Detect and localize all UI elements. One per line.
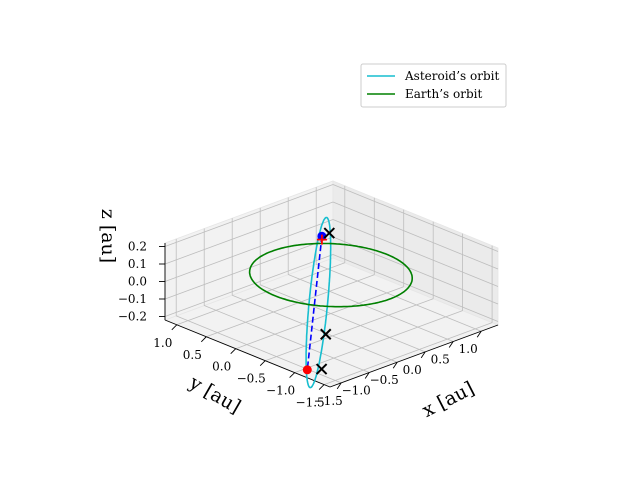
grid-line-z — [332, 184, 499, 252]
x-tick-label: −0.5 — [370, 373, 399, 387]
grid-line-z — [164, 201, 334, 265]
dot-marker — [302, 365, 312, 375]
y-tick — [200, 336, 207, 343]
tick-labels: −1.5−1.0−0.50.00.51.01.00.50.0−0.5−1.0−1… — [118, 240, 482, 410]
grid-line-z — [164, 219, 334, 282]
x-axis-label: x [au] — [419, 377, 478, 422]
x-marker — [315, 363, 328, 375]
z-tick-label: −0.2 — [118, 310, 147, 324]
x-tick — [476, 330, 482, 338]
transfer-trajectory-line — [306, 236, 323, 370]
x-tick-label: −1.0 — [342, 384, 371, 398]
x-tick — [336, 382, 342, 390]
y-tick — [259, 360, 266, 367]
point-markers — [302, 227, 336, 375]
y-tick-label: 0.0 — [212, 360, 231, 374]
x-tick — [364, 372, 370, 379]
grid-line-y — [235, 286, 404, 350]
grid-line-z — [164, 184, 334, 247]
x-tick-label: 1.0 — [459, 342, 478, 356]
grid-line-y — [265, 298, 434, 362]
grid-line-y — [176, 262, 345, 326]
legend: Asteroid’s orbit Earth’s orbit — [360, 63, 507, 108]
grid-line-x — [232, 294, 398, 363]
series-curves — [248, 216, 413, 389]
z-tick-label: −0.1 — [118, 292, 147, 306]
grid-line-y — [294, 310, 463, 373]
x-tick-label: 0.5 — [431, 353, 450, 367]
x-marker — [320, 328, 332, 340]
legend-label-asteroid: Asteroid’s orbit — [404, 69, 499, 83]
legend-label-earth: Earth’s orbit — [405, 87, 482, 101]
grid-line-x — [260, 284, 426, 353]
z-tick-label: 0.1 — [128, 257, 147, 271]
legend-frame — [360, 63, 507, 108]
y-tick — [289, 372, 295, 378]
y-tick-label: 1.0 — [153, 336, 172, 350]
asteroid-orbit-line — [305, 216, 332, 389]
y-tick-label: −1.0 — [266, 384, 295, 398]
grid-line-x — [176, 315, 342, 384]
grid-line-z — [332, 219, 499, 287]
y-tick — [230, 348, 237, 355]
grid-lines — [164, 184, 499, 385]
grid-line-y — [323, 322, 493, 385]
y-axis-line — [164, 319, 331, 388]
z-tick-label: 0.0 — [128, 275, 147, 289]
x-tick — [448, 341, 454, 348]
grid-line-z — [332, 236, 499, 305]
earth-orbit-line — [248, 242, 413, 308]
grid-line-x — [316, 263, 482, 332]
grid-line-x — [204, 305, 370, 373]
x-tick-label: 0.0 — [403, 363, 422, 377]
y-tick — [171, 324, 178, 331]
grid-line-z — [164, 254, 334, 317]
z-axis-label: z [au] — [97, 209, 119, 263]
y-tick-label: 0.5 — [183, 348, 202, 362]
y-tick-label: −1.5 — [296, 396, 325, 410]
plus-marker — [316, 234, 327, 245]
x-axis-line — [329, 324, 499, 388]
y-tick-label: −0.5 — [237, 372, 266, 386]
x-tick — [420, 351, 426, 359]
x-marker — [323, 227, 336, 239]
grid-line-z — [164, 236, 334, 300]
y-axis-label: y [au] — [185, 371, 245, 418]
y-tick — [318, 384, 325, 390]
x-tick — [392, 361, 398, 369]
grid-line-z — [332, 201, 499, 270]
grid-line-z — [332, 254, 499, 322]
x-tick-label: −1.5 — [314, 394, 343, 408]
z-tick-label: 0.2 — [128, 240, 147, 254]
grid-line-y — [206, 274, 375, 338]
